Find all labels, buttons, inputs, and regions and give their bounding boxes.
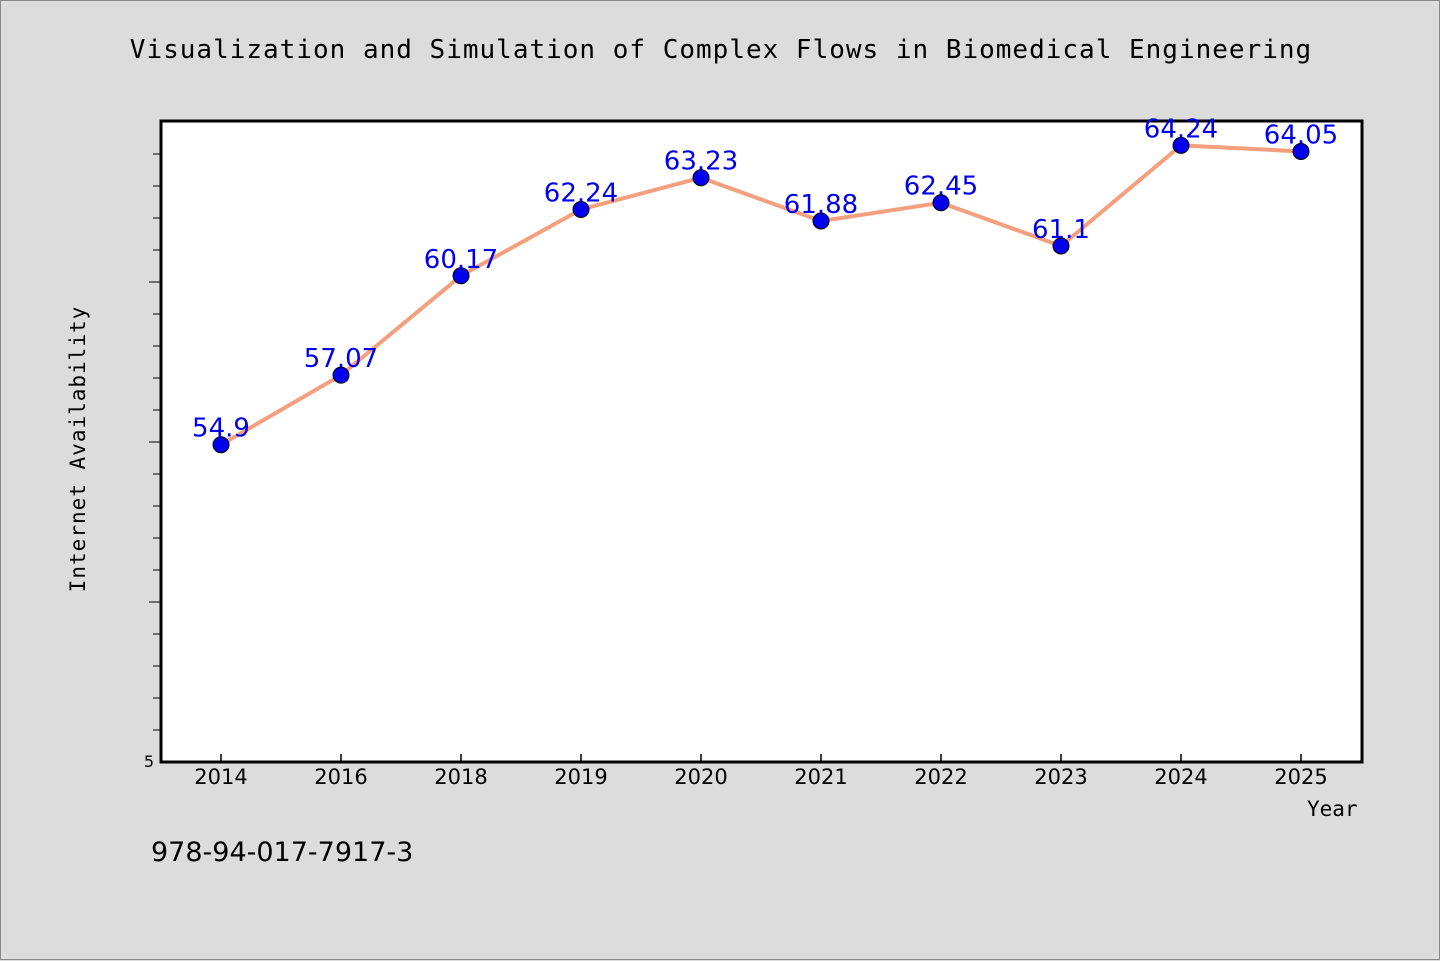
data-point bbox=[812, 212, 830, 230]
data-label: 54.9 bbox=[192, 414, 250, 444]
x-tick-label: 2019 bbox=[554, 765, 607, 789]
data-point bbox=[1052, 237, 1070, 255]
data-point bbox=[452, 267, 470, 285]
plot-area bbox=[159, 119, 1364, 764]
x-tick-label: 2024 bbox=[1154, 765, 1207, 789]
x-tick-label: 2023 bbox=[1034, 765, 1087, 789]
data-point bbox=[1172, 136, 1190, 154]
x-tick-label: 2025 bbox=[1274, 765, 1327, 789]
x-axis-label: Year bbox=[1307, 797, 1358, 821]
data-label: 62.24 bbox=[544, 178, 618, 208]
data-label: 60.17 bbox=[424, 245, 498, 275]
data-label: 62.45 bbox=[904, 172, 978, 202]
series-line bbox=[219, 143, 1303, 447]
isbn-text: 978-94-017-7917-3 bbox=[151, 837, 414, 868]
y-tick-label: 5 bbox=[144, 752, 154, 771]
x-tick-label: 2018 bbox=[434, 765, 487, 789]
data-point bbox=[212, 436, 230, 454]
x-tick-label: 2014 bbox=[194, 765, 247, 789]
data-label: 61.1 bbox=[1032, 215, 1090, 245]
x-tick-label: 2021 bbox=[794, 765, 847, 789]
data-label: 64.24 bbox=[1144, 114, 1218, 144]
data-point bbox=[1292, 142, 1310, 160]
data-label: 63.23 bbox=[664, 147, 738, 177]
x-tick-label: 2020 bbox=[674, 765, 727, 789]
chart-title: Visualization and Simulation of Complex … bbox=[129, 35, 1313, 65]
data-label: 64.05 bbox=[1264, 120, 1338, 150]
data-point bbox=[932, 194, 950, 212]
data-point bbox=[332, 366, 350, 384]
x-tick-label: 2016 bbox=[314, 765, 367, 789]
x-tick-label: 2022 bbox=[914, 765, 967, 789]
data-point bbox=[692, 169, 710, 187]
data-label: 57.07 bbox=[304, 344, 378, 374]
data-point bbox=[572, 200, 590, 218]
data-label: 61.88 bbox=[784, 190, 858, 220]
